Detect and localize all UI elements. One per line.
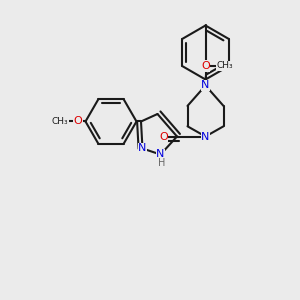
Text: O: O xyxy=(74,116,82,127)
Text: O: O xyxy=(201,61,210,71)
Text: N: N xyxy=(201,131,210,142)
Text: O: O xyxy=(159,131,168,142)
Text: H: H xyxy=(158,158,166,169)
Text: CH₃: CH₃ xyxy=(217,61,233,70)
Text: N: N xyxy=(138,143,147,154)
Text: CH₃: CH₃ xyxy=(52,117,69,126)
Text: N: N xyxy=(201,80,210,91)
Text: N: N xyxy=(156,149,165,160)
